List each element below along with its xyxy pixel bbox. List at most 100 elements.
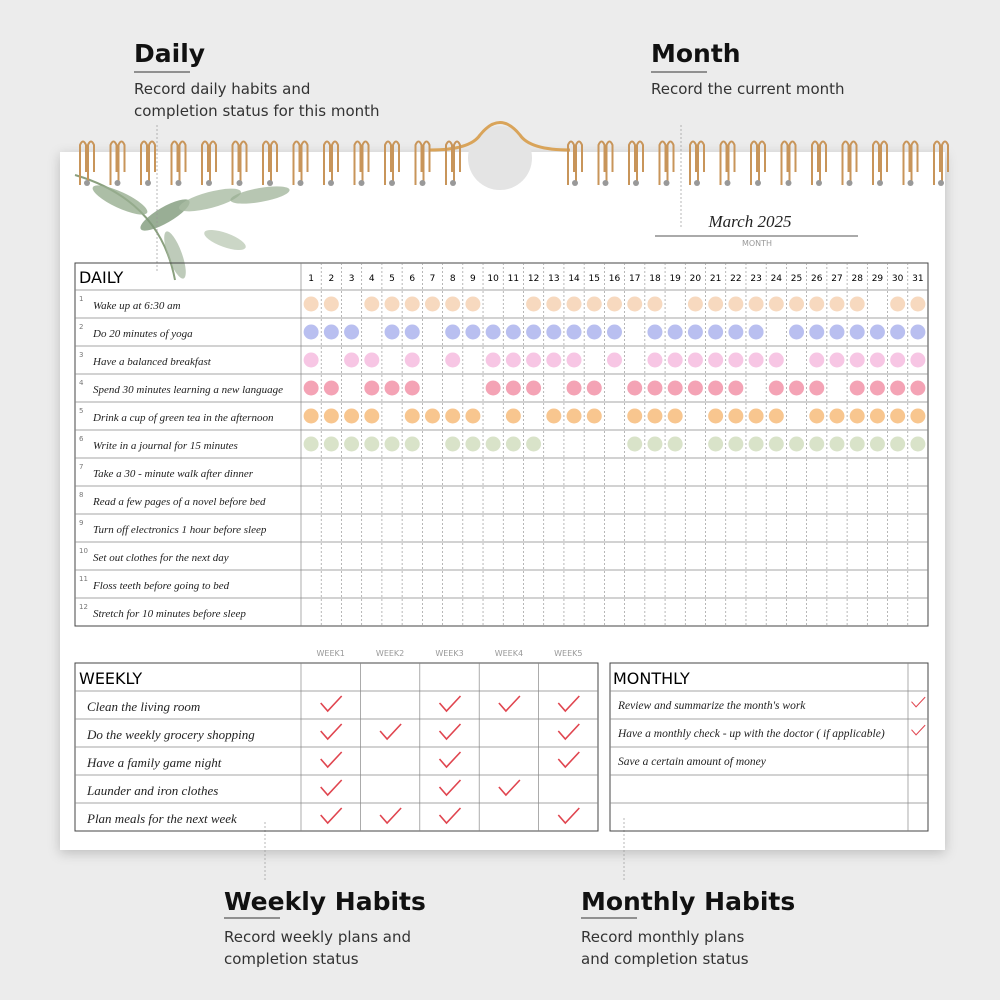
habit-name: Review and summarize the month's work: [617, 700, 806, 712]
completion-dot: [303, 352, 319, 368]
checkmark: [557, 807, 580, 825]
week-label: WEEK5: [554, 649, 582, 658]
habit-name: Spend 30 minutes learning a new language: [93, 384, 283, 396]
checkmark: [379, 807, 402, 825]
habit-number: 6: [79, 435, 84, 443]
completion-dot: [910, 408, 926, 424]
completion-dot: [667, 352, 683, 368]
spiral-ring: [140, 140, 148, 185]
completion-dot: [627, 408, 643, 424]
completion-dot: [869, 352, 885, 368]
completion-dot: [445, 436, 461, 452]
day-number: 11: [508, 274, 519, 284]
completion-dot: [728, 380, 744, 396]
habit-name: Plan meals for the next week: [86, 811, 237, 826]
annotation-text: Record the current month: [651, 80, 845, 98]
completion-dot: [667, 436, 683, 452]
completion-dot: [465, 296, 481, 312]
table-title: WEEKLY: [79, 669, 142, 688]
habit-name: Set out clothes for the next day: [93, 552, 229, 564]
day-number: 20: [690, 274, 702, 284]
spiral-ring: [209, 140, 217, 185]
completion-dot: [708, 436, 724, 452]
annotation-title: Monthly Habits: [581, 887, 795, 916]
habit-name: Have a balanced breakfast: [92, 356, 212, 368]
day-number: 6: [409, 274, 415, 284]
completion-dot: [910, 296, 926, 312]
completion-dot: [384, 296, 400, 312]
completion-dot: [344, 408, 360, 424]
completion-dot: [465, 324, 481, 340]
spiral-ring: [422, 140, 431, 185]
spiral-ring: [819, 140, 827, 185]
completion-dot: [890, 352, 906, 368]
completion-dot: [829, 408, 845, 424]
completion-dot: [809, 408, 825, 424]
checkmark: [320, 807, 343, 825]
completion-dot: [789, 380, 805, 396]
spiral-ring: [262, 140, 270, 185]
ring-hole: [267, 180, 273, 186]
week-label: WEEK4: [495, 649, 523, 658]
day-number: 22: [730, 274, 741, 284]
completion-dot: [546, 352, 562, 368]
completion-dot: [708, 408, 724, 424]
completion-dot: [910, 436, 926, 452]
day-number: 28: [851, 274, 863, 284]
completion-dot: [829, 324, 845, 340]
completion-dot: [728, 352, 744, 368]
leaf-decoration: [74, 174, 290, 281]
habit-number: 10: [79, 547, 88, 555]
annotation-text: and completion status: [581, 950, 749, 968]
table-title: DAILY: [79, 268, 123, 287]
completion-dot: [728, 296, 744, 312]
completion-dot: [424, 408, 440, 424]
day-number: 29: [872, 274, 884, 284]
habit-number: 9: [79, 519, 83, 527]
hanger-hole: [468, 126, 532, 190]
spiral-ring: [811, 140, 819, 185]
habit-number: 1: [79, 295, 83, 303]
completion-dot: [809, 352, 825, 368]
completion-dot: [768, 296, 784, 312]
completion-dot: [910, 380, 926, 396]
annotation-title: Month: [651, 39, 741, 68]
spiral-ring: [201, 140, 209, 185]
completion-dot: [485, 436, 501, 452]
checkmark: [320, 779, 343, 797]
habit-name: Write in a journal for 15 minutes: [93, 440, 238, 452]
completion-dot: [849, 408, 865, 424]
habit-number: 3: [79, 351, 83, 359]
day-number: 14: [568, 274, 580, 284]
spiral-ring: [323, 140, 331, 185]
week-label: WEEK1: [317, 649, 345, 658]
day-number: 24: [771, 274, 783, 284]
ring-hole: [877, 180, 883, 186]
completion-dot: [526, 296, 542, 312]
completion-dot: [505, 352, 521, 368]
ring-hole: [358, 180, 365, 186]
completion-dot: [323, 436, 339, 452]
completion-dot: [748, 352, 764, 368]
checkmark: [438, 807, 462, 825]
completion-dot: [586, 296, 602, 312]
completion-dot: [404, 352, 420, 368]
day-number: 31: [912, 274, 923, 284]
completion-dot: [809, 296, 825, 312]
spiral-ring: [750, 140, 758, 185]
completion-dot: [505, 436, 521, 452]
ring-hole: [450, 180, 456, 186]
completion-dot: [364, 352, 380, 368]
day-number: 1: [308, 274, 314, 284]
completion-dot: [546, 324, 562, 340]
completion-dot: [647, 324, 663, 340]
spiral-ring: [910, 140, 919, 185]
annotation-text: Record monthly plans: [581, 928, 744, 946]
day-number: 7: [430, 274, 436, 284]
completion-dot: [869, 380, 885, 396]
completion-dot: [748, 296, 764, 312]
completion-dot: [748, 324, 764, 340]
spiral-ring: [361, 140, 370, 185]
day-number: 17: [629, 274, 640, 284]
